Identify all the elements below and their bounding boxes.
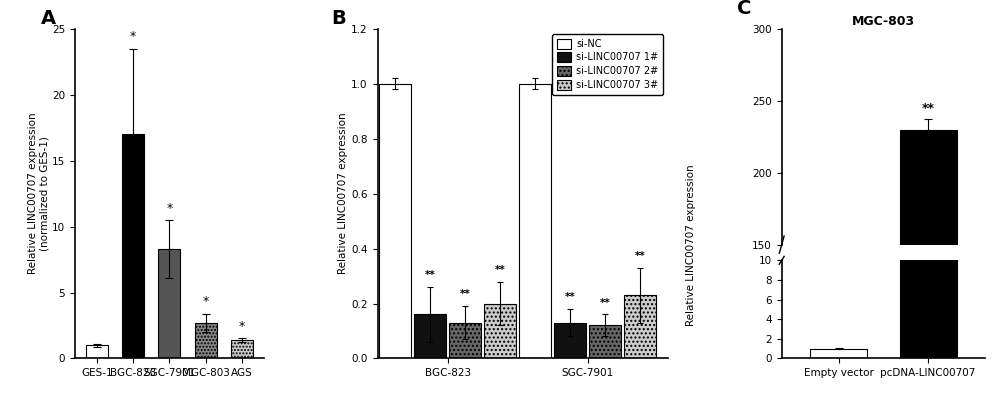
Bar <box>484 304 516 358</box>
Bar <box>379 84 411 358</box>
Legend: si-NC, si-LINC00707 1#, si-LINC00707 2#, si-LINC00707 3#: si-NC, si-LINC00707 1#, si-LINC00707 2#,… <box>552 34 663 95</box>
Text: *: * <box>203 295 209 308</box>
Bar <box>589 325 621 358</box>
Bar <box>158 249 180 358</box>
Bar <box>900 0 957 358</box>
Bar <box>519 84 551 358</box>
Title: MGC-803: MGC-803 <box>852 15 915 28</box>
Bar <box>195 323 217 358</box>
Y-axis label: Relative LINC00707 expression
(normalized to GES-1): Relative LINC00707 expression (normalize… <box>28 113 49 274</box>
Text: *: * <box>166 202 173 215</box>
Y-axis label: Relative LINC00707 expression: Relative LINC00707 expression <box>338 113 348 274</box>
Bar <box>449 323 481 358</box>
Bar <box>231 340 253 358</box>
Text: A: A <box>41 9 56 28</box>
Text: **: ** <box>922 102 935 115</box>
Text: **: ** <box>495 265 506 275</box>
Text: *: * <box>239 320 245 333</box>
Bar <box>624 295 656 358</box>
Text: **: ** <box>565 292 576 302</box>
Text: B: B <box>331 9 346 28</box>
Bar <box>554 323 586 358</box>
Y-axis label: Relative LINC00707 expression: Relative LINC00707 expression <box>686 165 696 326</box>
Text: **: ** <box>600 297 611 308</box>
Text: **: ** <box>460 289 471 300</box>
Bar <box>414 314 446 358</box>
Text: **: ** <box>425 270 435 280</box>
Bar <box>122 134 144 358</box>
Bar <box>900 129 957 412</box>
Text: **: ** <box>635 251 646 261</box>
Text: C: C <box>737 0 751 18</box>
Bar <box>810 349 867 358</box>
Bar <box>86 345 108 358</box>
Text: *: * <box>130 30 136 43</box>
